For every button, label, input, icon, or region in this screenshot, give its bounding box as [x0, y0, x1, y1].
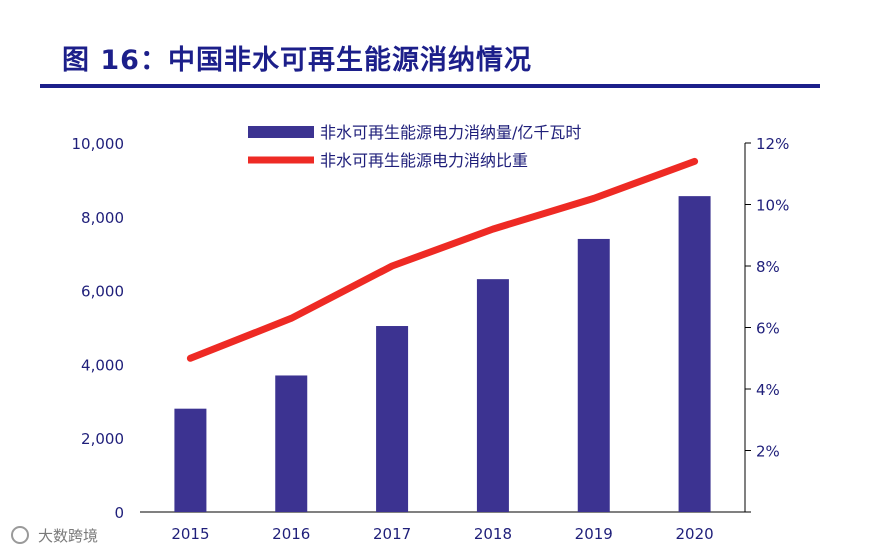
x-tick-label: 2020 — [675, 525, 713, 543]
bar-2016 — [275, 375, 308, 512]
y-tick-label: 8,000 — [81, 209, 124, 227]
legend: 非水可再生能源电力消纳量/亿千瓦时 非水可再生能源电力消纳比重 — [248, 123, 581, 170]
x-tick-label: 2015 — [171, 525, 209, 543]
legend-line-label: 非水可再生能源电力消纳比重 — [320, 151, 528, 170]
watermark-text: 大数跨境 — [38, 527, 98, 545]
bar-2017 — [376, 326, 409, 512]
x-tick-label: 2018 — [474, 525, 512, 543]
y-tick-label: 4,000 — [81, 356, 124, 374]
title-underline — [40, 84, 820, 88]
bar-2019 — [577, 238, 610, 512]
x-tick-label: 2016 — [272, 525, 310, 543]
y2-tick-label: 10% — [756, 197, 789, 215]
ratio-line-series — [186, 157, 699, 362]
watermark: 大数跨境 — [11, 526, 98, 545]
x-tick-label: 2017 — [373, 525, 411, 543]
bar-2018 — [476, 279, 509, 512]
y-tick-label: 6,000 — [81, 283, 124, 301]
y-axis-right: 2% 4% 6% 8% 10% 12% — [745, 135, 789, 513]
watermark-logo-icon — [11, 526, 29, 544]
y-axis-left: 0 2,000 4,000 6,000 8,000 10,000 — [72, 135, 125, 522]
x-tick-label: 2019 — [575, 525, 613, 543]
y2-tick-label: 2% — [756, 443, 780, 461]
bar-2015 — [174, 408, 207, 512]
legend-bar-swatch — [248, 126, 314, 138]
chart-title: 图 16：中国非水可再生能源消纳情况 — [62, 45, 532, 76]
y2-tick-label: 6% — [756, 320, 780, 338]
x-axis-ticks: 2015 2016 2017 2018 2019 2020 — [171, 525, 713, 543]
y2-tick-label: 8% — [756, 258, 780, 276]
y-tick-label: 0 — [114, 504, 124, 522]
bar-series — [174, 196, 711, 513]
y2-tick-label: 4% — [756, 381, 780, 399]
y-tick-label: 10,000 — [72, 135, 125, 153]
legend-bar-label: 非水可再生能源电力消纳量/亿千瓦时 — [320, 123, 581, 142]
y-tick-label: 2,000 — [81, 430, 124, 448]
y2-tick-label: 12% — [756, 135, 789, 153]
bar-2020 — [678, 196, 711, 513]
